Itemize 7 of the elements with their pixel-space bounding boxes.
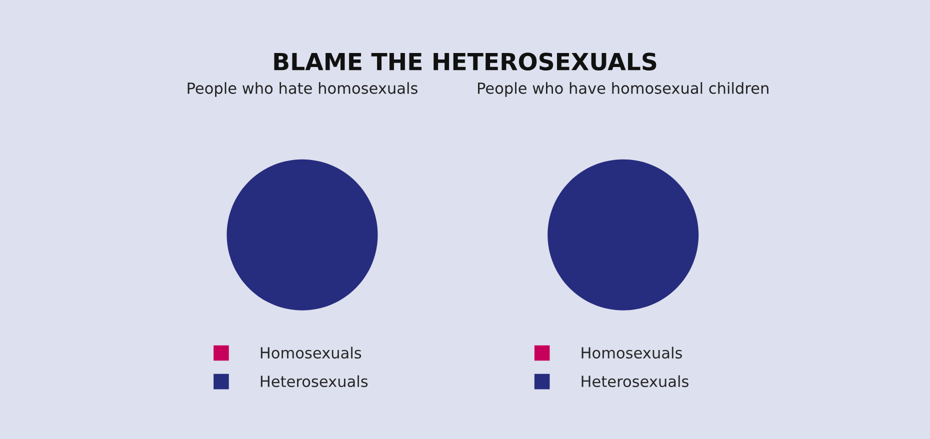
text: BLAME THE HETEROSEXUALS <box>274 52 656 71</box>
chart-subtitle: People who hate homosexuals <box>188 82 418 97</box>
legend-label: Heterosexuals <box>582 375 688 388</box>
chart-subtitle: People who have homosexual children <box>478 82 768 97</box>
legend-label: Homosexuals <box>582 346 682 359</box>
legend-label: Homosexuals <box>260 346 362 359</box>
legend-label: Heterosexuals <box>260 375 368 388</box>
